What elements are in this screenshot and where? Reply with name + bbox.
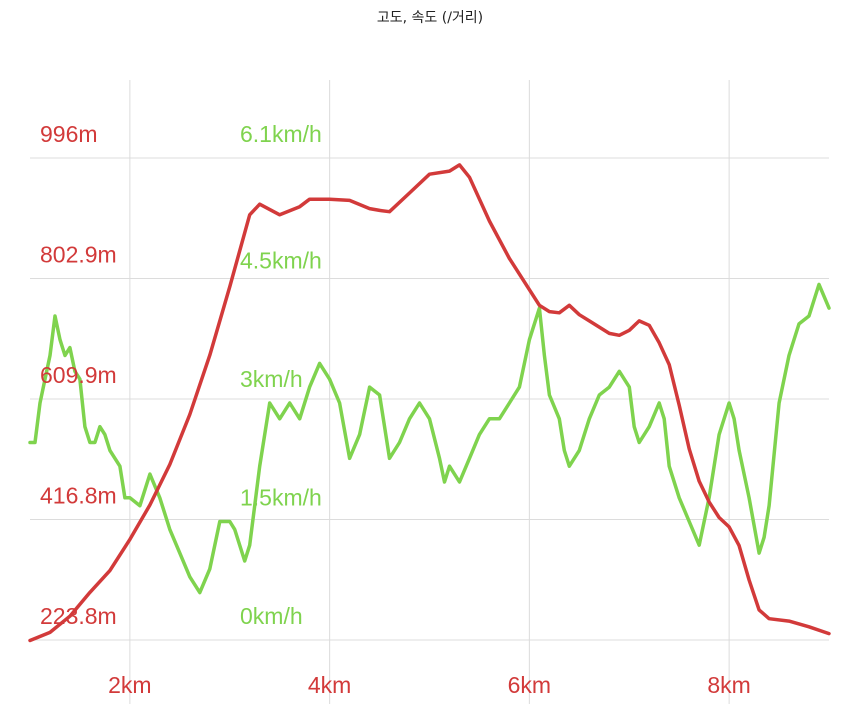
altitude-series-line	[28, 163, 831, 643]
speed-tick-label: 6.1km/h	[240, 121, 322, 147]
altitude-tick-label: 416.8m	[40, 483, 117, 509]
altitude-tick-label: 996m	[40, 121, 98, 147]
chart-title: 고도, 속도 (/거리)	[377, 10, 483, 26]
x-tick-label: 6km	[508, 672, 551, 698]
grid	[30, 80, 829, 704]
speed-tick-label: 4.5km/h	[240, 247, 322, 273]
speed-tick-label: 1.5km/h	[240, 484, 322, 510]
tick-labels: 996m 802.9m 609.9m 416.8m 223.8m 6.1km/h 4.5km…	[40, 121, 751, 698]
x-tick-label: 4km	[308, 672, 351, 698]
altitude-tick-label: 223.8m	[40, 603, 117, 629]
x-tick-label: 2km	[108, 672, 151, 698]
altitude-tick-label: 609.9m	[40, 362, 117, 388]
altitude-tick-label: 802.9m	[40, 242, 117, 268]
speed-series-line	[28, 282, 831, 595]
x-tick-label: 8km	[707, 672, 750, 698]
speed-tick-label: 3km/h	[240, 366, 303, 392]
speed-tick-label: 0km/h	[240, 603, 303, 629]
